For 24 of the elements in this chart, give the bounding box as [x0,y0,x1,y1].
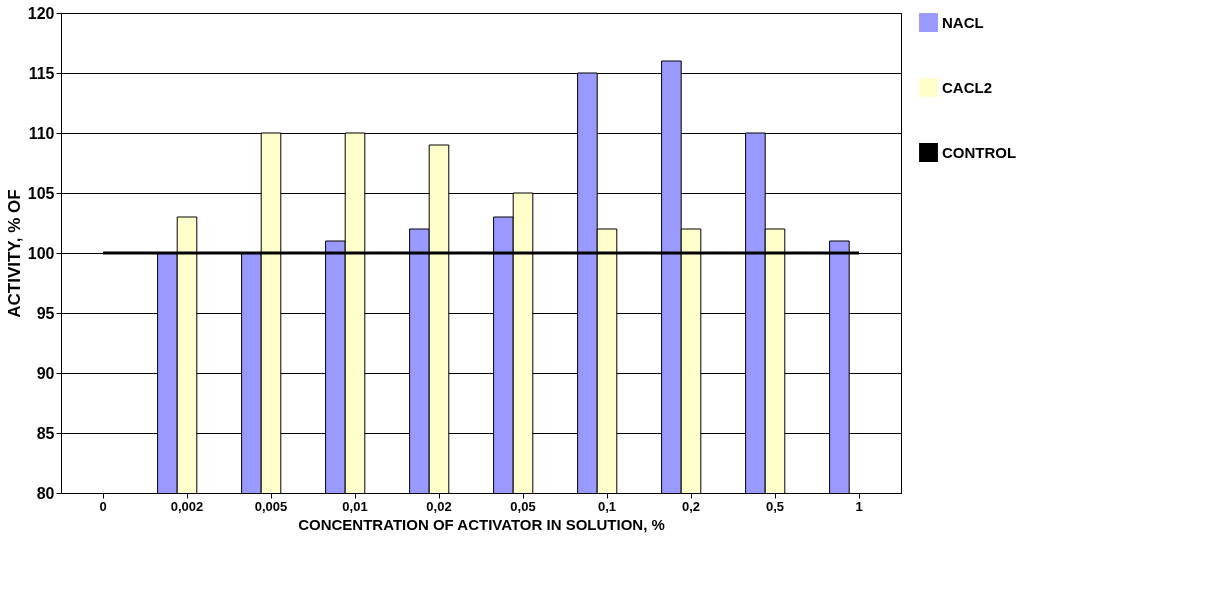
x-tick-label: 0,5 [765,498,785,514]
y-tick-label: 105 [27,184,55,202]
legend-label: NACL [942,13,984,31]
x-tick-label: 0,1 [597,498,617,514]
legend-label: CACL2 [942,78,993,96]
y-tick-label: 90 [36,364,55,382]
y-tick-label: 110 [28,124,55,142]
x-tick-label: 1 [855,498,863,514]
y-tick-label: 100 [27,244,55,262]
y-tick-label: 85 [36,424,55,442]
y-tick-label: 115 [28,64,55,82]
y-tick-label: 95 [36,304,55,322]
y-axis-title: ACTIVITY, % OF [4,189,24,318]
y-tick-label: 120 [27,4,55,22]
y-tick-label: 80 [36,484,55,502]
x-tick-label: 0,02 [426,498,452,514]
legend-label: CONTROL [942,143,1017,161]
x-axis-title: CONCENTRATION OF ACTIVATOR IN SOLUTION, % [298,515,665,533]
x-tick-label: 0,01 [342,498,368,514]
x-tick-label: 0 [99,498,107,514]
x-tick-label: 0,002 [170,498,204,514]
x-tick-label: 0,005 [254,498,288,514]
x-tick-label: 0,2 [681,498,701,514]
x-tick-label: 0,05 [510,498,536,514]
